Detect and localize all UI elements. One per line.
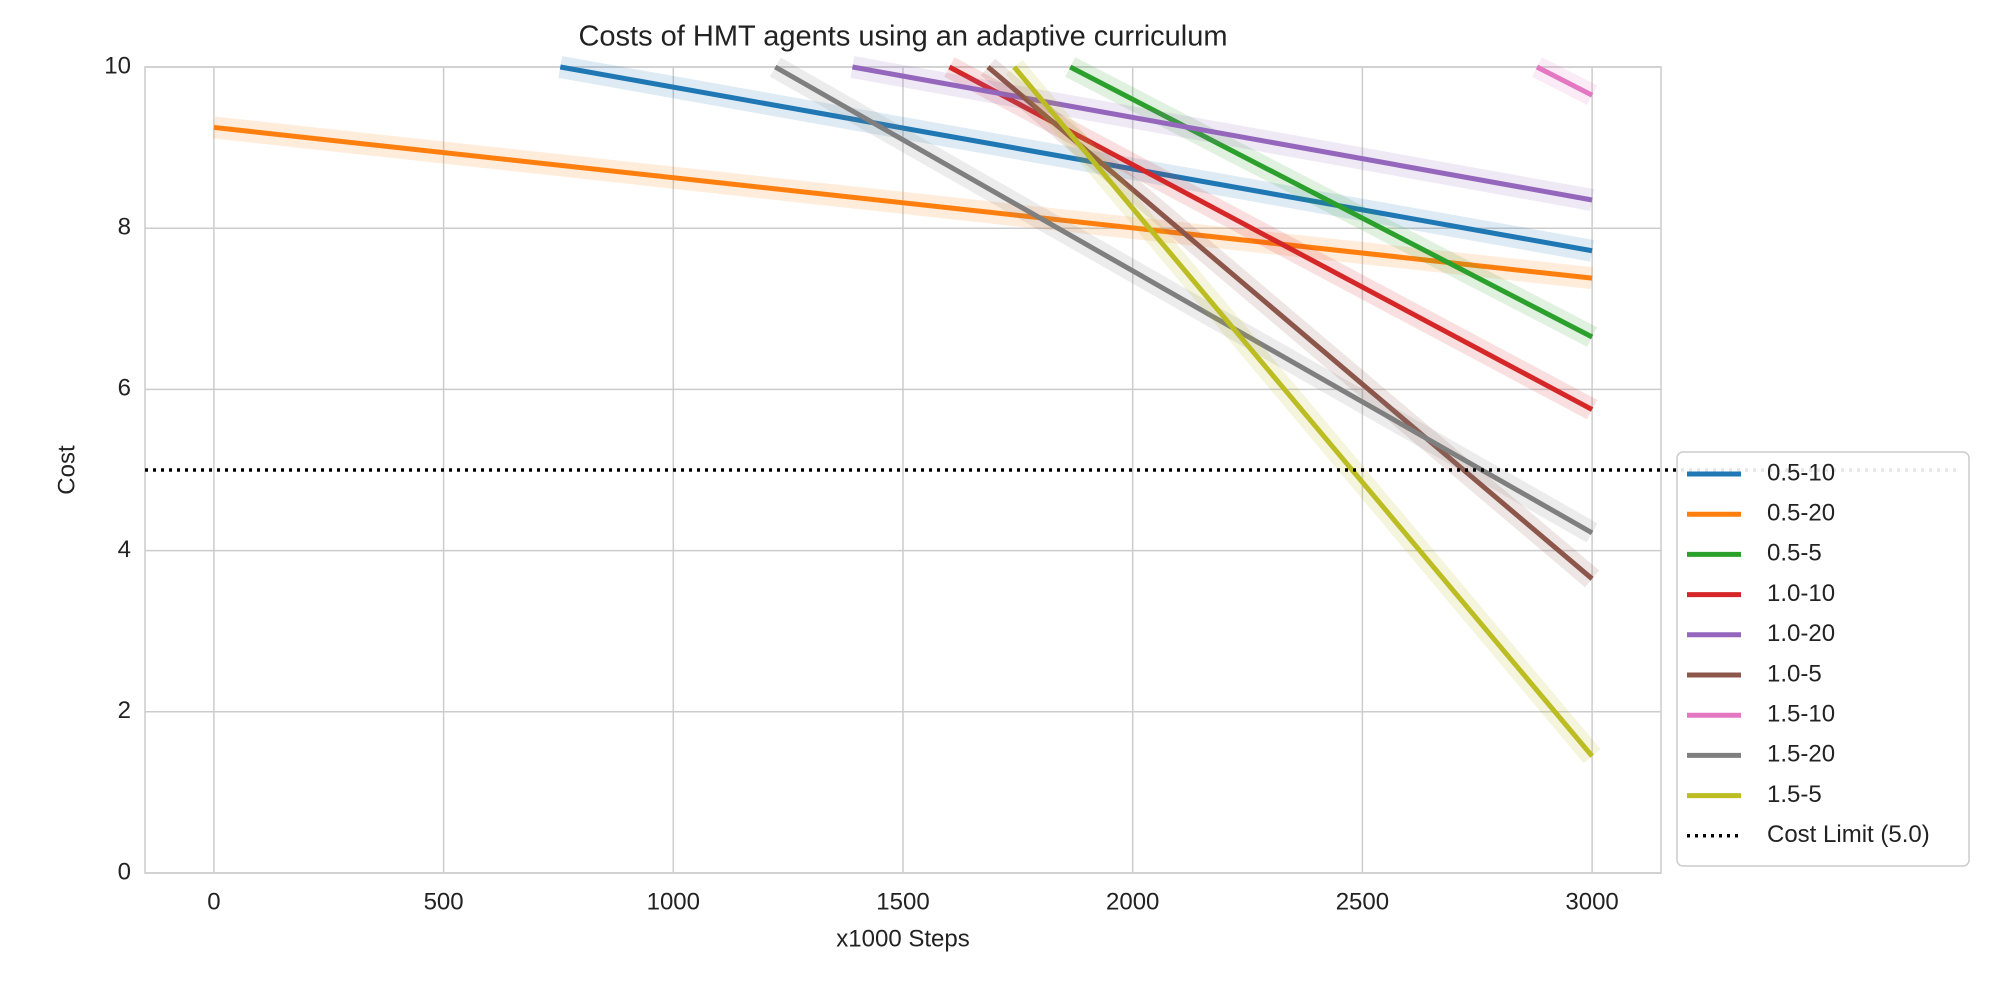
legend-label: 1.5-5 bbox=[1767, 781, 1822, 808]
legend-label: 1.5-10 bbox=[1767, 701, 1835, 728]
series-line bbox=[1535, 64, 1594, 98]
series-line bbox=[213, 124, 1593, 281]
series-line bbox=[774, 64, 1594, 536]
x-tick-label: 0 bbox=[207, 888, 220, 915]
legend-label: 0.5-5 bbox=[1767, 540, 1822, 567]
y-axis-label: Cost bbox=[53, 445, 80, 495]
legend-label: 0.5-10 bbox=[1767, 459, 1835, 486]
x-tick-label: 3000 bbox=[1565, 888, 1618, 915]
legend-label: Cost Limit (5.0) bbox=[1767, 821, 1930, 848]
x-axis-label: x1000 Steps bbox=[836, 925, 969, 952]
y-tick-label: 10 bbox=[104, 52, 131, 79]
y-tick-label: 2 bbox=[118, 697, 131, 724]
legend-label: 0.5-20 bbox=[1767, 500, 1835, 527]
y-tick-label: 8 bbox=[118, 214, 131, 241]
series-line bbox=[1069, 64, 1594, 340]
x-tick-label: 2500 bbox=[1336, 888, 1389, 915]
x-tick-label: 2000 bbox=[1106, 888, 1159, 915]
legend-label: 1.0-10 bbox=[1767, 580, 1835, 607]
y-tick-label: 0 bbox=[118, 858, 131, 885]
legend-label: 1.0-5 bbox=[1767, 660, 1822, 687]
legend-label: 1.5-20 bbox=[1767, 741, 1835, 768]
series-line bbox=[852, 64, 1593, 203]
y-tick-label: 6 bbox=[118, 375, 131, 402]
chart-title: Costs of HMT agents using an adaptive cu… bbox=[578, 21, 1227, 53]
legend-label: 1.0-20 bbox=[1767, 620, 1835, 647]
x-tick-label: 500 bbox=[424, 888, 464, 915]
y-tick-label: 4 bbox=[118, 536, 131, 563]
x-tick-label: 1500 bbox=[876, 888, 929, 915]
series-line bbox=[559, 64, 1593, 254]
legend-box bbox=[1676, 451, 1970, 867]
x-tick-label: 1000 bbox=[647, 888, 700, 915]
series-line bbox=[1012, 65, 1595, 758]
